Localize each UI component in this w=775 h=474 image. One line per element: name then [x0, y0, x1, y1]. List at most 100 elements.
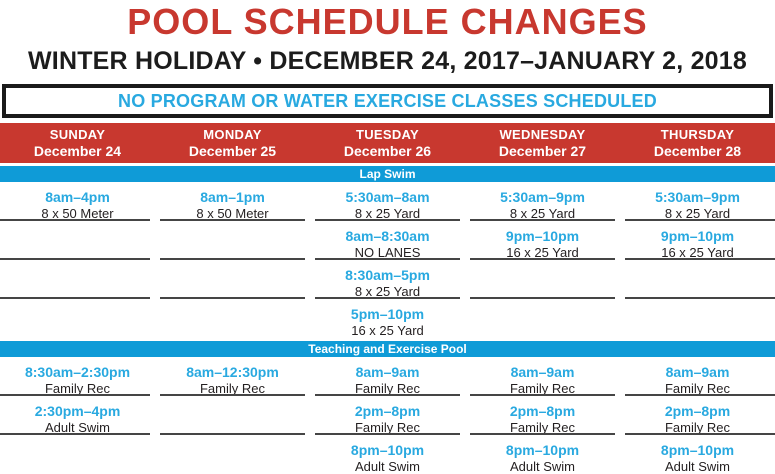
schedule-cell: 5:30am–9pm 8 x 25 Yard [465, 182, 620, 221]
row-divider [315, 258, 460, 260]
schedule-cell: 8:30am–5pm 8 x 25 Yard [310, 260, 465, 299]
desc-label: Family Rec [509, 381, 575, 396]
desc-label: Family Rec [664, 381, 730, 396]
row-divider [0, 433, 150, 435]
desc-label: Family Rec [354, 420, 420, 435]
row-divider [315, 297, 460, 299]
time-label: 2pm–8pm [664, 403, 731, 419]
row-divider [160, 219, 305, 221]
time-label: 8:30am–2:30pm [24, 364, 131, 380]
time-label: 8pm–10pm [350, 442, 425, 458]
day-date: December 24 [33, 142, 122, 159]
time-label: 8am–9am [665, 364, 730, 380]
time-label: 8am–4pm [45, 189, 110, 205]
row-divider [470, 219, 615, 221]
day-header-cell: SUNDAY December 24 [0, 123, 155, 163]
desc-label: 8 x 25 Yard [354, 284, 421, 299]
row-divider [625, 297, 775, 299]
row-divider [470, 433, 615, 435]
time-label: 8am–9am [510, 364, 575, 380]
schedule-cell [465, 260, 620, 299]
row-divider [0, 258, 150, 260]
time-label: 8am–9am [355, 364, 420, 380]
schedule-cell: 2pm–8pm Family Rec [620, 396, 775, 435]
section-band: Lap Swim [0, 166, 775, 182]
desc-label: Family Rec [44, 381, 110, 396]
schedule-table: SUNDAY December 24 MONDAY December 25 TUESDA… [0, 123, 775, 474]
row-divider [315, 219, 460, 221]
desc-label: Family Rec [199, 381, 265, 396]
day-name: TUESDAY [355, 126, 420, 142]
time-label: 5:30am–8am [345, 189, 430, 205]
row-divider [0, 394, 150, 396]
schedule-cell: 8:30am–2:30pm Family Rec [0, 357, 155, 396]
row-divider [625, 394, 775, 396]
schedule-cell: 8am–1pm 8 x 50 Meter [155, 182, 310, 221]
time-label: 8pm–10pm [505, 442, 580, 458]
page-title: POOL SCHEDULE CHANGES [127, 1, 648, 42]
schedule-row: 2:30pm–4pm Adult Swim 2pm–8pm Family Rec 2pm… [0, 396, 775, 435]
notice-box: NO PROGRAM OR WATER EXERCISE CLASSES SCH… [2, 84, 773, 118]
time-label: 9pm–10pm [505, 228, 580, 244]
schedule-cell [0, 260, 155, 299]
row-divider [315, 394, 460, 396]
day-name: WEDNESDAY [499, 126, 586, 142]
schedule-cell [0, 221, 155, 260]
day-header-cell: TUESDAY December 26 [310, 123, 465, 163]
schedule-cell: 8pm–10pm Adult Swim [465, 435, 620, 474]
desc-label: 8 x 25 Yard [664, 206, 731, 221]
schedule-cell [155, 299, 310, 338]
schedule-cell: 8pm–10pm Adult Swim [620, 435, 775, 474]
time-label: 5pm–10pm [350, 306, 425, 322]
row-divider [0, 219, 150, 221]
day-name: SUNDAY [49, 126, 106, 142]
schedule-row: 8pm–10pm Adult Swim 8pm–10pm Adult Swim 8pm–… [0, 435, 775, 474]
schedule-cell: 5:30am–8am 8 x 25 Yard [310, 182, 465, 221]
row-divider [160, 433, 305, 435]
desc-label: Family Rec [664, 420, 730, 435]
row-divider [470, 258, 615, 260]
day-header-cell: WEDNESDAY December 27 [465, 123, 620, 163]
desc-label: Adult Swim [664, 459, 731, 474]
schedule-cell [155, 260, 310, 299]
schedule-cell: 8pm–10pm Adult Swim [310, 435, 465, 474]
desc-label: 16 x 25 Yard [351, 323, 424, 338]
schedule-cell: 5pm–10pm 16 x 25 Yard [310, 299, 465, 338]
time-label: 8am–8:30am [345, 228, 430, 244]
schedule-cell [465, 299, 620, 338]
desc-label: 8 x 25 Yard [354, 206, 421, 221]
day-header-cell: THURSDAY December 28 [620, 123, 775, 163]
schedule-cell [155, 396, 310, 435]
time-label: 8pm–10pm [660, 442, 735, 458]
time-label: 8am–12:30pm [186, 364, 279, 380]
desc-label: 8 x 50 Meter [196, 206, 269, 221]
time-label: 9pm–10pm [660, 228, 735, 244]
time-label: 2pm–8pm [354, 403, 421, 419]
desc-label: Adult Swim [44, 420, 111, 435]
schedule-cell: 5:30am–9pm 8 x 25 Yard [620, 182, 775, 221]
row-divider [0, 297, 150, 299]
schedule-row: 8:30am–2:30pm Family Rec 8am–12:30pm Family… [0, 357, 775, 396]
day-date: December 26 [343, 142, 432, 159]
row-divider [470, 297, 615, 299]
schedule-cell: 2:30pm–4pm Adult Swim [0, 396, 155, 435]
time-label: 2pm–8pm [509, 403, 576, 419]
schedule-cell: 8am–9am Family Rec [310, 357, 465, 396]
schedule-row: 8am–8:30am NO LANES 9pm–10pm 16 x 25 Yard 9p… [0, 221, 775, 260]
desc-label: 16 x 25 Yard [661, 245, 734, 260]
schedule-cell: 9pm–10pm 16 x 25 Yard [620, 221, 775, 260]
day-name: MONDAY [203, 126, 262, 142]
schedule-cell: 8am–9am Family Rec [465, 357, 620, 396]
time-label: 8:30am–5pm [345, 267, 430, 283]
schedule-row: 5pm–10pm 16 x 25 Yard [0, 299, 775, 338]
row-divider [470, 394, 615, 396]
schedule-cell: 9pm–10pm 16 x 25 Yard [465, 221, 620, 260]
subtitle: WINTER HOLIDAY • DECEMBER 24, 2017–JANUA… [28, 47, 747, 75]
row-divider [625, 258, 775, 260]
day-header-row: SUNDAY December 24 MONDAY December 25 TUESDA… [0, 123, 775, 163]
schedule-cell [0, 299, 155, 338]
schedule-cell: 8am–8:30am NO LANES [310, 221, 465, 260]
desc-label: NO LANES [354, 245, 421, 260]
time-label: 5:30am–9pm [500, 189, 585, 205]
